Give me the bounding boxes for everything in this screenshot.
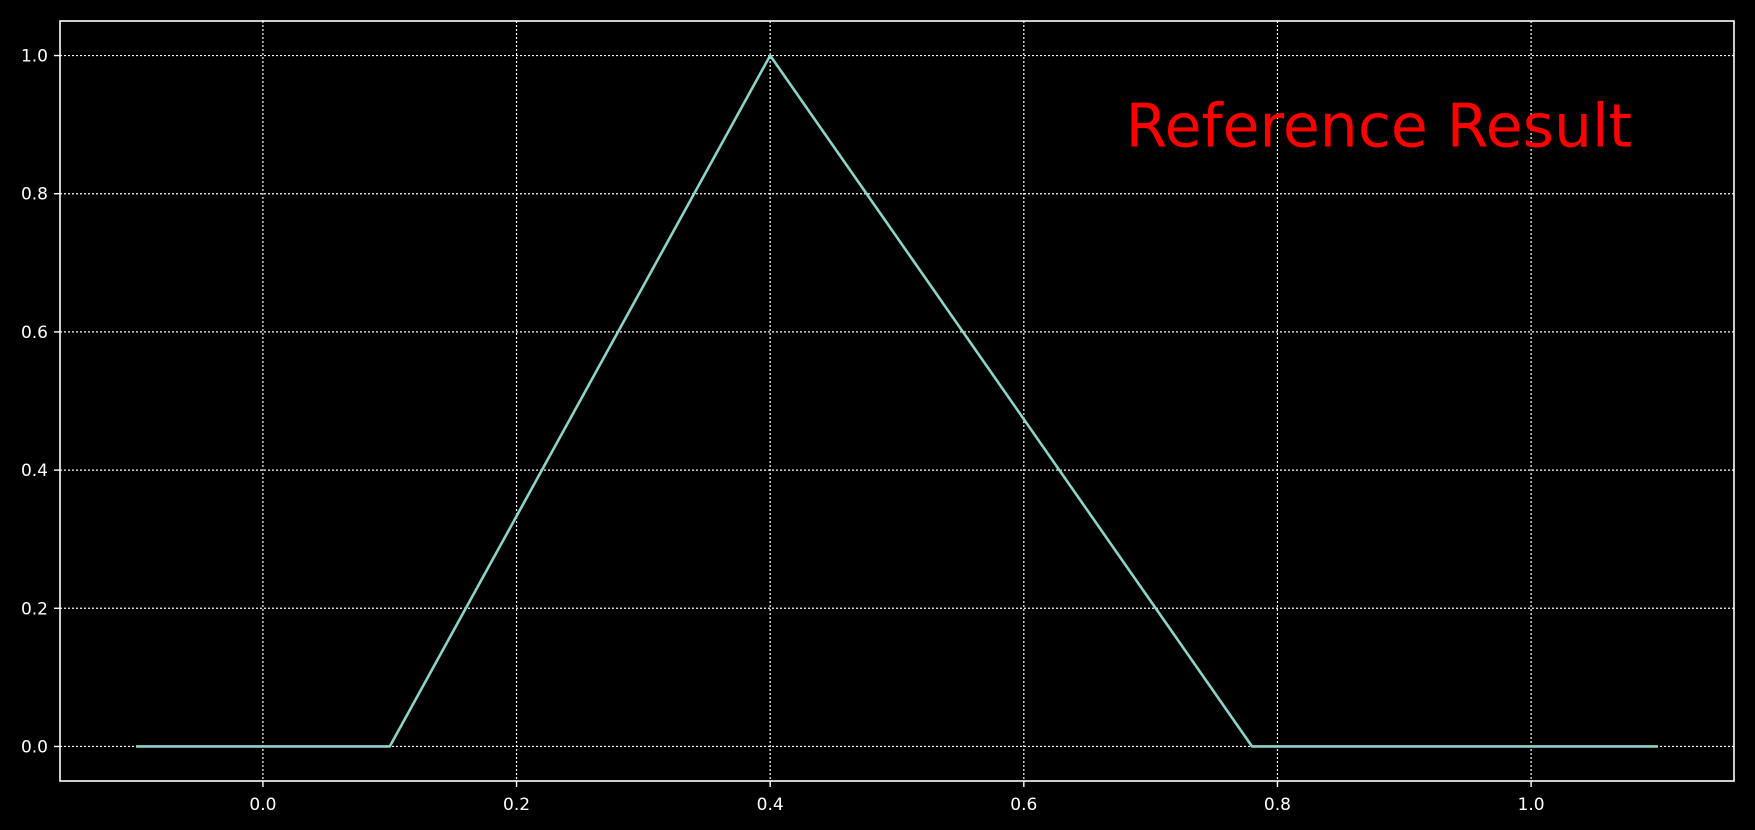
y-tick-label: 1.0 — [21, 47, 48, 67]
x-tick-label: 0.4 — [757, 795, 784, 815]
y-tick-label: 0.4 — [21, 461, 48, 481]
reference-result-label: Reference Result — [1126, 92, 1633, 162]
y-axis-ticks: 0.0 0.2 0.4 0.6 0.8 1.0 — [21, 47, 60, 757]
x-tick-label: 0.0 — [249, 795, 276, 815]
y-tick-label: 0.0 — [21, 737, 48, 757]
axes-spine — [59, 20, 1735, 782]
annotations: Reference Result — [1126, 92, 1633, 162]
y-tick-label: 0.2 — [21, 599, 48, 619]
x-tick-label: 0.2 — [503, 795, 530, 815]
x-axis-ticks: 0.0 0.2 0.4 0.6 0.8 1.0 — [249, 781, 1545, 815]
x-tick-label: 1.0 — [1518, 795, 1545, 815]
y-tick-label: 0.8 — [21, 185, 48, 205]
grid-lines — [60, 21, 1734, 781]
series-layer — [136, 54, 1658, 748]
y-tick-label: 0.6 — [21, 323, 48, 343]
x-tick-label: 0.8 — [1264, 795, 1291, 815]
x-tick-label: 0.6 — [1010, 795, 1037, 815]
axes-frame — [59, 20, 1735, 782]
